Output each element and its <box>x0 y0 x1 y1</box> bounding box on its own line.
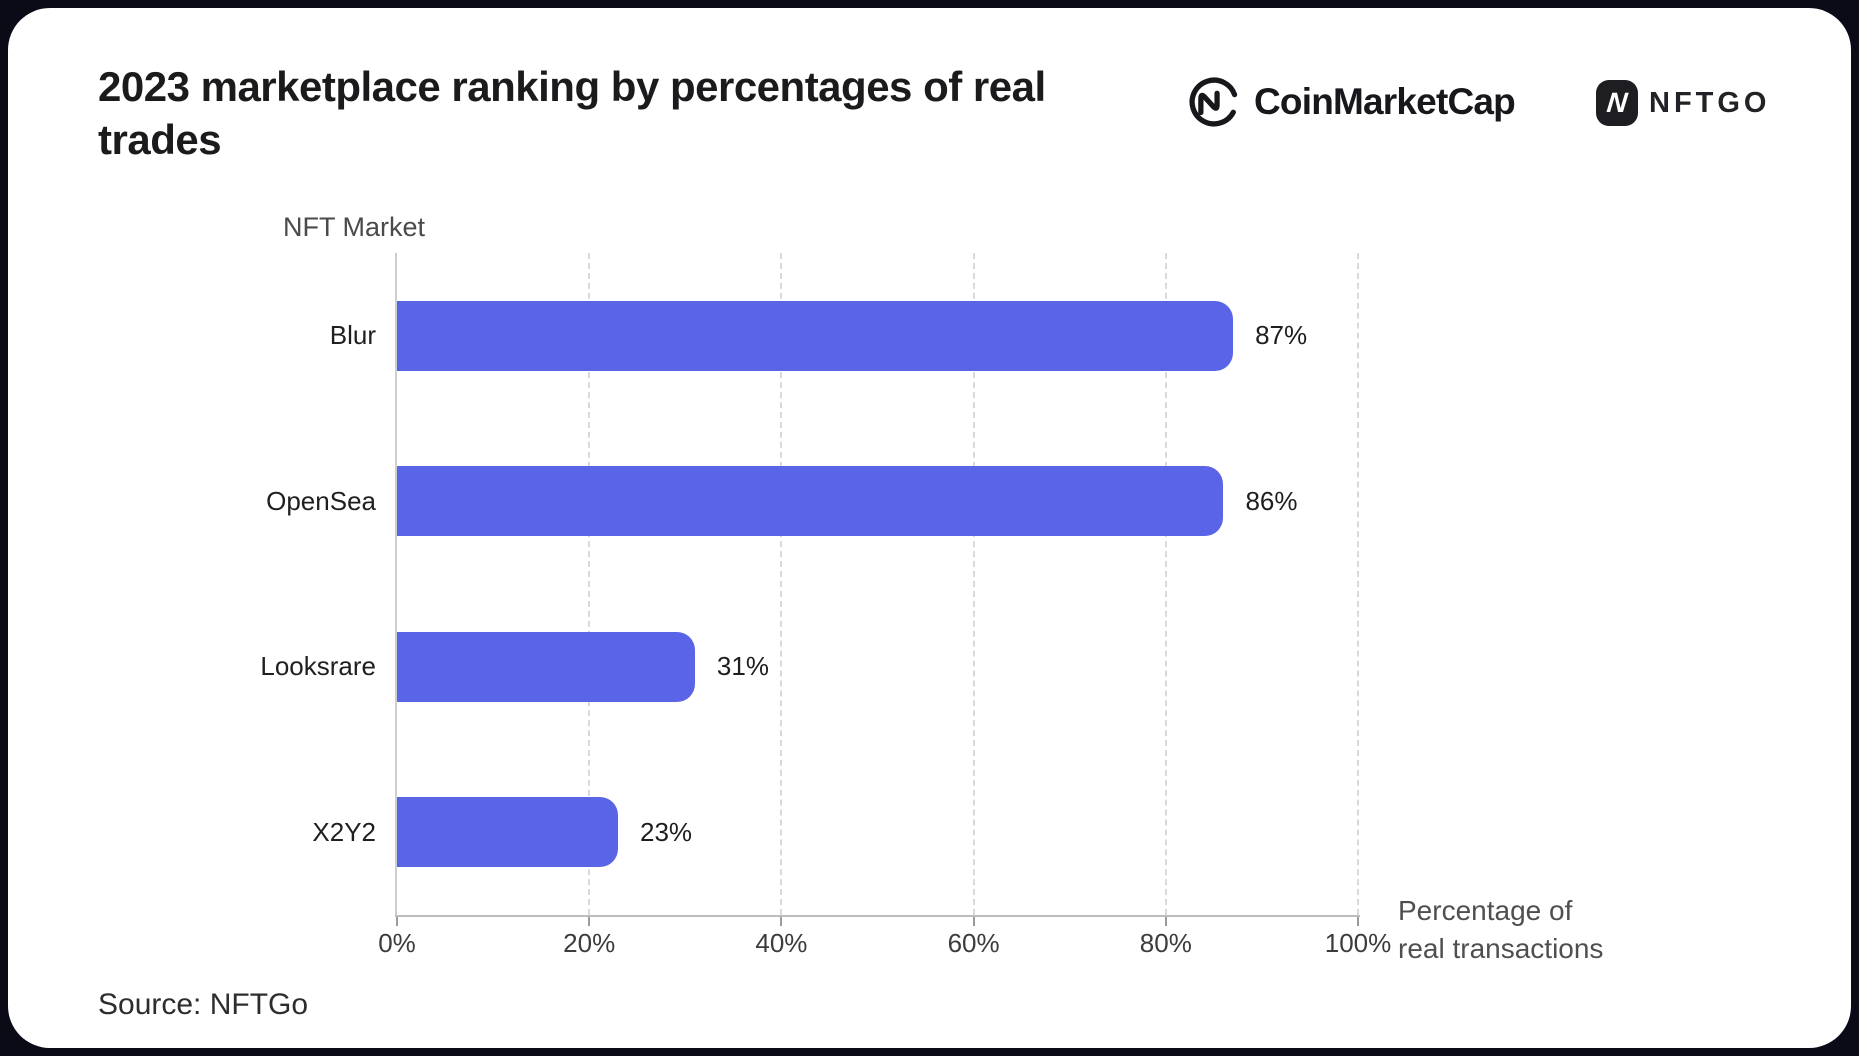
bar <box>397 300 1234 371</box>
nftgo-icon-letter: N <box>1605 87 1629 118</box>
bar <box>397 466 1224 537</box>
category-label: X2Y2 <box>312 816 376 847</box>
gridline <box>972 253 975 915</box>
coinmarketcap-logo: CoinMarketCap <box>1186 74 1516 130</box>
source-note: Source: NFTGo <box>98 988 309 1021</box>
y-axis-title: NFT Market <box>283 212 426 242</box>
gridline <box>588 253 591 915</box>
category-label: Looksrare <box>260 651 376 682</box>
x-tick-label: 80% <box>1139 928 1192 958</box>
gridline <box>1357 253 1359 915</box>
chart-row: OpenSea 86% <box>266 419 1358 585</box>
category-label: OpenSea <box>266 485 376 516</box>
gridline <box>780 253 783 915</box>
x-tick-label: 60% <box>947 928 1000 958</box>
x-axis-title: Percentage of real transactions <box>1398 892 1603 968</box>
chart-row: Looksrare 31% <box>260 584 1358 750</box>
x-tick-label: 40% <box>755 928 808 958</box>
value-label: 23% <box>640 816 693 847</box>
x-axis-title-line2: real transactions <box>1398 933 1604 964</box>
bar <box>397 631 695 702</box>
x-axis-tick <box>972 917 975 926</box>
plot-area: 0% 20% 40% 60% 80% 100% Blur 87% OpenSea 86% Looks… <box>260 253 1391 958</box>
gridline <box>1164 253 1167 915</box>
value-label: 31% <box>716 651 769 682</box>
nftgo-wordmark: NFTGO <box>1649 86 1771 119</box>
bar <box>397 797 619 868</box>
x-axis-line <box>395 915 1360 917</box>
value-label: 87% <box>1255 320 1308 351</box>
chart-row: Blur 87% <box>330 253 1358 419</box>
x-tick-label: 100% <box>1324 928 1392 958</box>
x-tick-label: 20% <box>563 928 616 958</box>
infographic-card: 2023 marketplace ranking by percentages … <box>8 8 1851 1048</box>
category-label: Blur <box>329 320 376 351</box>
x-axis-tick <box>396 917 398 926</box>
chart-row: X2Y2 23% <box>312 750 1358 916</box>
x-axis-title-line1: Percentage of <box>1398 895 1573 926</box>
x-tick-label: 0% <box>378 928 416 958</box>
x-axis-tick <box>1164 917 1167 926</box>
x-axis-tick <box>1357 917 1359 926</box>
coinmarketcap-wordmark: CoinMarketCap <box>1254 81 1516 122</box>
x-axis-tick <box>780 917 783 926</box>
x-axis-tick <box>588 917 591 926</box>
nftgo-logo: N NFTGO <box>1596 80 1771 126</box>
chart-title: 2023 marketplace ranking by percentages … <box>98 63 1046 163</box>
nftgo-icon: N <box>1596 80 1638 126</box>
coinmarketcap-icon <box>1189 77 1239 127</box>
value-label: 86% <box>1245 485 1298 516</box>
